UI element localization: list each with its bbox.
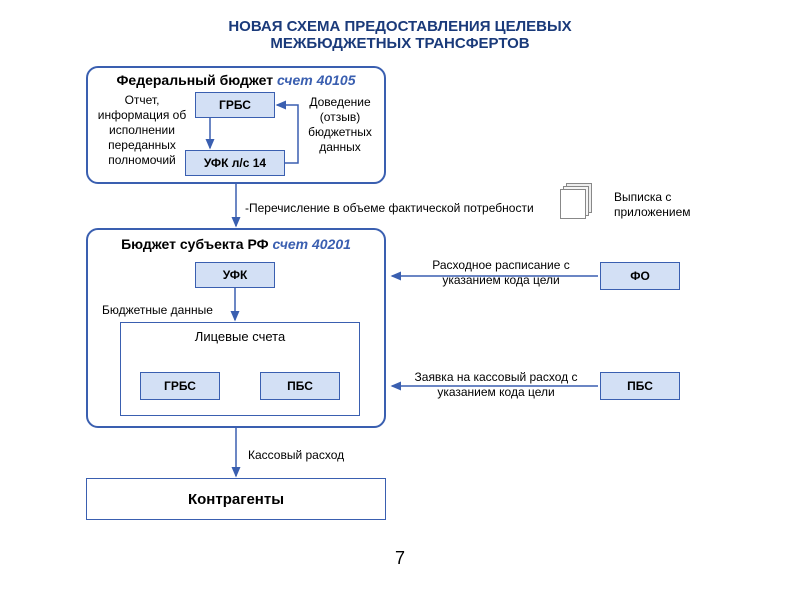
dov-l1: Доведение bbox=[300, 95, 380, 110]
report-l4: переданных bbox=[92, 138, 192, 153]
report-l3: исполнении bbox=[92, 123, 192, 138]
transfer-label: -Перечисление в объеме фактической потре… bbox=[245, 201, 534, 215]
node-pbs-subject: ПБС bbox=[260, 372, 340, 400]
contractors-box: Контрагенты bbox=[86, 478, 386, 520]
personal-accounts-box: Лицевые счета bbox=[120, 322, 360, 416]
page-number: 7 bbox=[395, 548, 405, 569]
report-label: Отчет, информация об исполнении переданн… bbox=[92, 93, 192, 168]
dov-l4: данных bbox=[300, 140, 380, 155]
subject-title-account: счет 40201 bbox=[272, 236, 350, 252]
diagram-title: НОВАЯ СХЕМА ПРЕДОСТАВЛЕНИЯ ЦЕЛЕВЫХ МЕЖБЮ… bbox=[0, 18, 800, 52]
federal-title-account: счет 40105 bbox=[277, 72, 355, 88]
node-pbs-right: ПБС bbox=[600, 372, 680, 400]
report-l1: Отчет, bbox=[92, 93, 192, 108]
zayavka-label: Заявка на кассовый расход с указанием ко… bbox=[406, 370, 586, 400]
rasp-l2: указанием кода цели bbox=[416, 273, 586, 288]
node-grbs-subject: ГРБС bbox=[140, 372, 220, 400]
zay-l2: указанием кода цели bbox=[406, 385, 586, 400]
node-grbs-federal: ГРБС bbox=[195, 92, 275, 118]
stmt-l1: Выписка с bbox=[614, 190, 704, 205]
title-line2: МЕЖБЮДЖЕТНЫХ ТРАНСФЕРТОВ bbox=[0, 35, 800, 52]
node-ufk-14: УФК л/с 14 bbox=[185, 150, 285, 176]
rasp-l1: Расходное расписание с bbox=[416, 258, 586, 273]
raspisanie-label: Расходное расписание с указанием кода це… bbox=[416, 258, 586, 288]
federal-budget-title: Федеральный бюджет счет 40105 bbox=[88, 72, 384, 88]
subject-title-prefix: Бюджет субъекта РФ bbox=[121, 236, 272, 252]
dov-l3: бюджетных bbox=[300, 125, 380, 140]
federal-title-prefix: Федеральный бюджет bbox=[116, 72, 277, 88]
report-l2: информация об bbox=[92, 108, 192, 123]
budget-data-label: Бюджетные данные bbox=[102, 303, 213, 317]
subject-budget-title: Бюджет субъекта РФ счет 40201 bbox=[88, 236, 384, 252]
kassovy-label: Кассовый расход bbox=[248, 448, 344, 462]
dov-l2: (отзыв) bbox=[300, 110, 380, 125]
dovedenie-label: Доведение (отзыв) бюджетных данных bbox=[300, 95, 380, 155]
accounts-title: Лицевые счета bbox=[121, 329, 359, 344]
node-fo: ФО bbox=[600, 262, 680, 290]
zay-l1: Заявка на кассовый расход с bbox=[406, 370, 586, 385]
contractors-label: Контрагенты bbox=[188, 491, 284, 508]
title-line1: НОВАЯ СХЕМА ПРЕДОСТАВЛЕНИЯ ЦЕЛЕВЫХ bbox=[0, 18, 800, 35]
stmt-l2: приложением bbox=[614, 205, 704, 220]
document-stack-icon bbox=[560, 183, 600, 223]
node-ufk-subject: УФК bbox=[195, 262, 275, 288]
statement-label: Выписка с приложением bbox=[614, 190, 704, 220]
report-l5: полномочий bbox=[92, 153, 192, 168]
